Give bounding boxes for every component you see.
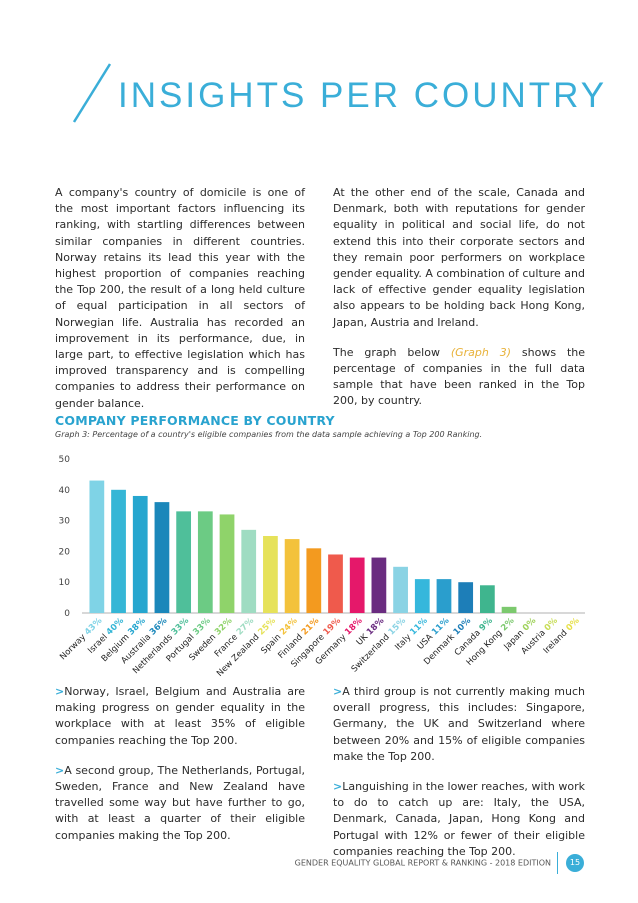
bullets-right-column: >A third group is not currently making m… <box>333 684 585 874</box>
bar <box>458 582 474 613</box>
y-tick-label: 40 <box>59 486 71 496</box>
page-title: INSIGHTS PER COUNTRY <box>118 76 608 115</box>
bar <box>436 579 452 613</box>
bar <box>479 585 495 613</box>
bar <box>176 511 192 613</box>
y-tick-label: 20 <box>59 547 71 557</box>
chart-title: COMPANY PERFORMANCE BY COUNTRY <box>55 413 335 428</box>
graph-intro-end: shows the percentage of companies in the… <box>333 345 585 408</box>
bar <box>349 557 365 613</box>
bar <box>154 502 170 613</box>
bar <box>197 511 213 613</box>
y-tick-label: 0 <box>64 609 70 619</box>
intro-left-column: A company's country of domicile is one o… <box>55 185 305 426</box>
page-number: 15 <box>566 854 584 872</box>
category-name: Norway <box>58 630 90 662</box>
bar <box>263 536 278 613</box>
page-footer: GENDER EQUALITY GLOBAL REPORT & RANKING … <box>295 852 584 874</box>
graph-reference: (Graph 3) <box>450 345 512 359</box>
bullet-marker-icon: > <box>333 685 343 698</box>
footer-text: GENDER EQUALITY GLOBAL REPORT & RANKING … <box>294 858 551 868</box>
y-tick-label: 10 <box>59 578 71 588</box>
bullet-marker-icon: > <box>55 763 65 777</box>
intro-right-column: At the other end of the scale, Canada an… <box>333 185 585 424</box>
bar <box>89 480 105 613</box>
y-tick-label: 50 <box>59 455 71 465</box>
bullet-marker-icon: > <box>333 780 343 794</box>
bullet-text: Norway, Israel, Belgium and Australia ar… <box>55 685 305 747</box>
bar <box>393 566 408 613</box>
bar <box>501 606 517 613</box>
graph-intro-paragraph: The graph below (Graph 3) shows the perc… <box>333 345 585 410</box>
bar <box>328 554 343 613</box>
bar <box>111 489 126 613</box>
bullet-item: >Norway, Israel, Belgium and Australia a… <box>55 684 305 749</box>
chart-subtitle: Graph 3: Percentage of a country's eligi… <box>55 430 483 439</box>
intro-paragraph: A company's country of domicile is one o… <box>55 186 305 410</box>
bar <box>306 548 322 613</box>
bullet-text: A third group is not currently making mu… <box>333 685 585 763</box>
y-tick-label: 30 <box>59 517 71 527</box>
bullet-item: >Languishing in the lower reaches, with … <box>333 779 585 860</box>
footer-divider <box>557 852 558 874</box>
bullet-marker-icon: > <box>55 685 65 698</box>
bullet-item: >A third group is not currently making m… <box>333 684 585 765</box>
graph-intro-start: The graph below <box>333 345 440 359</box>
bar <box>371 557 387 613</box>
bullets-left-column: >Norway, Israel, Belgium and Australia a… <box>55 684 305 858</box>
bullet-item: >A second group, The Netherlands, Portug… <box>55 763 305 844</box>
bullet-text: Languishing in the lower reaches, with w… <box>333 780 585 858</box>
bar <box>241 529 257 613</box>
bar <box>414 579 430 613</box>
slash-decoration <box>72 63 112 123</box>
bullet-text: A second group, The Netherlands, Portuga… <box>55 763 305 842</box>
bar <box>219 514 235 613</box>
bar <box>284 539 300 613</box>
intro-paragraph-right: At the other end of the scale, Canada an… <box>333 186 585 329</box>
bar <box>132 495 148 613</box>
